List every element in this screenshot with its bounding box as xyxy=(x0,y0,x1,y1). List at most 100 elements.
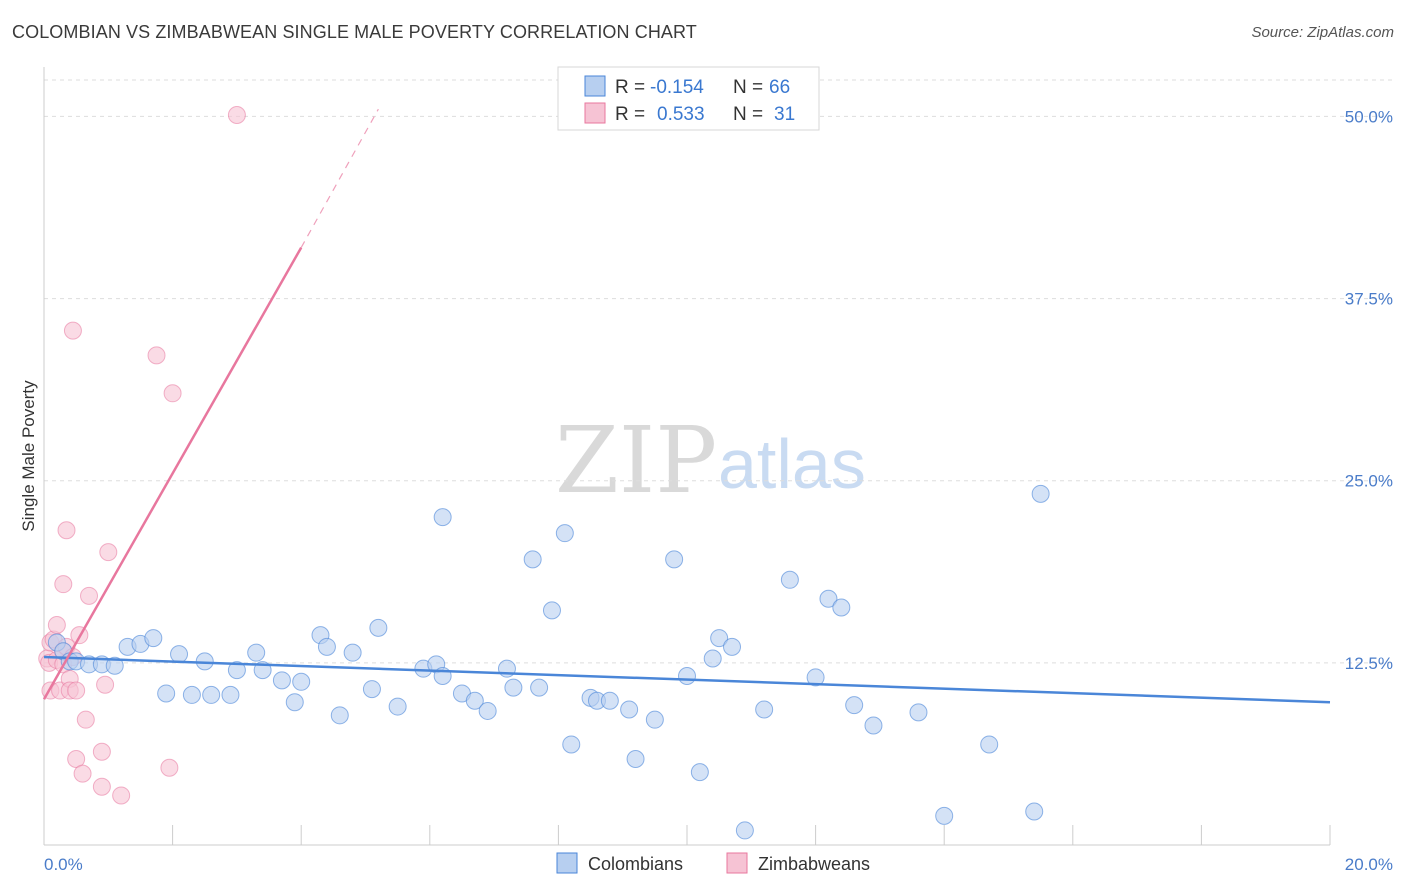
watermark-zip: ZIP xyxy=(555,407,717,514)
colombians-point xyxy=(806,668,825,687)
y-tick-label: 50.0% xyxy=(1345,107,1393,126)
colombians-point xyxy=(362,680,381,699)
colombians-point xyxy=(845,696,864,715)
colombians-point xyxy=(864,716,883,735)
trend-lines xyxy=(42,108,1331,704)
colombians-trend-line xyxy=(43,655,1331,704)
colombians-point xyxy=(157,684,176,703)
colombians-point xyxy=(710,629,729,648)
colombians-point xyxy=(343,643,362,662)
zimbabweans-point xyxy=(54,575,73,594)
zimbabweans-point xyxy=(163,384,182,403)
watermark-atlas: atlas xyxy=(718,425,866,503)
zimbabweans-point xyxy=(96,675,115,694)
legend-r-value-1: -0.154 xyxy=(650,77,704,98)
legend-r-label-1: R = xyxy=(615,77,645,98)
colombians-point xyxy=(227,661,246,680)
bottom-legend-zimbabweans: Zimbabweans xyxy=(758,854,870,874)
colombians-point xyxy=(170,645,189,664)
colombians-point xyxy=(909,703,928,722)
zimbabweans-point xyxy=(92,777,111,796)
colombians-point xyxy=(388,697,407,716)
colombians-point xyxy=(626,750,645,769)
zimbabweans-trend-line xyxy=(42,246,303,700)
zimbabweans-point xyxy=(160,758,179,777)
colombians-point xyxy=(272,671,291,690)
y-axis-title: Single Male Poverty xyxy=(19,380,38,532)
zimbabweans-point xyxy=(99,543,118,562)
legend-r-label-2: R = xyxy=(615,104,645,125)
legend-n-value-1: 66 xyxy=(769,77,790,98)
correlation-legend: R = -0.154 N = 66 R = 0.533 N = 31 xyxy=(557,66,820,131)
colombians-point xyxy=(645,710,664,729)
colombians-point xyxy=(369,618,388,637)
colombians-point xyxy=(1031,484,1050,503)
zimbabweans-point xyxy=(147,346,166,365)
colombians-point xyxy=(723,637,742,656)
zimbabweans-trend-extension xyxy=(300,108,379,248)
colombians-point xyxy=(433,508,452,527)
colombians-point xyxy=(285,693,304,712)
colombians-points xyxy=(47,484,1050,840)
bottom-legend-swatch-colombians xyxy=(556,852,578,874)
colombians-point xyxy=(562,735,581,754)
colombians-point xyxy=(665,550,684,569)
colombians-point xyxy=(330,706,349,725)
legend-n-label-2: N = xyxy=(733,104,763,125)
legend-swatch-zimbabweans xyxy=(584,102,606,124)
zimbabweans-point xyxy=(92,742,111,761)
colombians-point xyxy=(478,701,497,720)
colombians-point xyxy=(504,678,523,697)
colombians-point xyxy=(555,524,574,543)
colombians-point xyxy=(935,806,954,825)
colombians-point xyxy=(105,656,124,675)
colombians-point xyxy=(819,589,838,608)
legend-swatch-colombians xyxy=(584,75,606,97)
colombians-point xyxy=(620,700,639,719)
y-tick-label: 12.5% xyxy=(1345,654,1393,673)
y-tick-label: 25.0% xyxy=(1345,472,1393,491)
bottom-legend-swatch-zimbabweans xyxy=(726,852,748,874)
source-label: Source: ZipAtlas.com xyxy=(1251,24,1394,41)
colombians-point xyxy=(703,649,722,668)
zimbabweans-point xyxy=(76,710,95,729)
legend-r-value-2: 0.533 xyxy=(657,104,705,125)
x-ticks xyxy=(43,825,1331,845)
zimbabweans-point xyxy=(80,586,99,605)
colombians-point xyxy=(735,821,754,840)
colombians-point xyxy=(690,763,709,782)
colombians-point xyxy=(980,735,999,754)
colombians-point xyxy=(292,672,311,691)
colombians-point xyxy=(523,550,542,569)
zimbabweans-point xyxy=(47,615,66,634)
y-tick-label: 37.5% xyxy=(1345,290,1393,309)
zimbabweans-point xyxy=(112,786,131,805)
zimbabweans-point xyxy=(57,521,76,540)
legend-n-value-2: 31 xyxy=(774,104,795,125)
colombians-point xyxy=(530,678,549,697)
zimbabweans-point xyxy=(227,105,246,124)
y-tick-labels: 12.5% 25.0% 37.5% 50.0% xyxy=(1345,107,1393,672)
colombians-point xyxy=(317,637,336,656)
colombians-point xyxy=(678,666,696,685)
colombians-point xyxy=(465,691,484,710)
x-tick-label-min: 0.0% xyxy=(44,855,83,874)
legend-n-label-1: N = xyxy=(733,77,763,98)
colombians-point xyxy=(542,601,561,620)
colombians-point xyxy=(144,629,163,648)
colombians-point xyxy=(247,643,266,662)
colombians-point xyxy=(832,598,851,617)
colombians-point xyxy=(221,685,240,704)
colombians-point xyxy=(780,570,799,589)
zimbabweans-point xyxy=(73,764,92,783)
colombians-point xyxy=(600,691,619,710)
chart-title: COLOMBIAN VS ZIMBABWEAN SINGLE MALE POVE… xyxy=(12,22,697,42)
bottom-legend-colombians: Colombians xyxy=(588,854,683,874)
x-tick-label-max: 20.0% xyxy=(1345,855,1393,874)
colombians-point xyxy=(202,685,221,704)
colombians-point xyxy=(755,700,774,719)
zimbabweans-point xyxy=(63,321,82,340)
zimbabweans-point xyxy=(67,681,86,700)
series-legend: Colombians Zimbabweans xyxy=(556,852,870,874)
